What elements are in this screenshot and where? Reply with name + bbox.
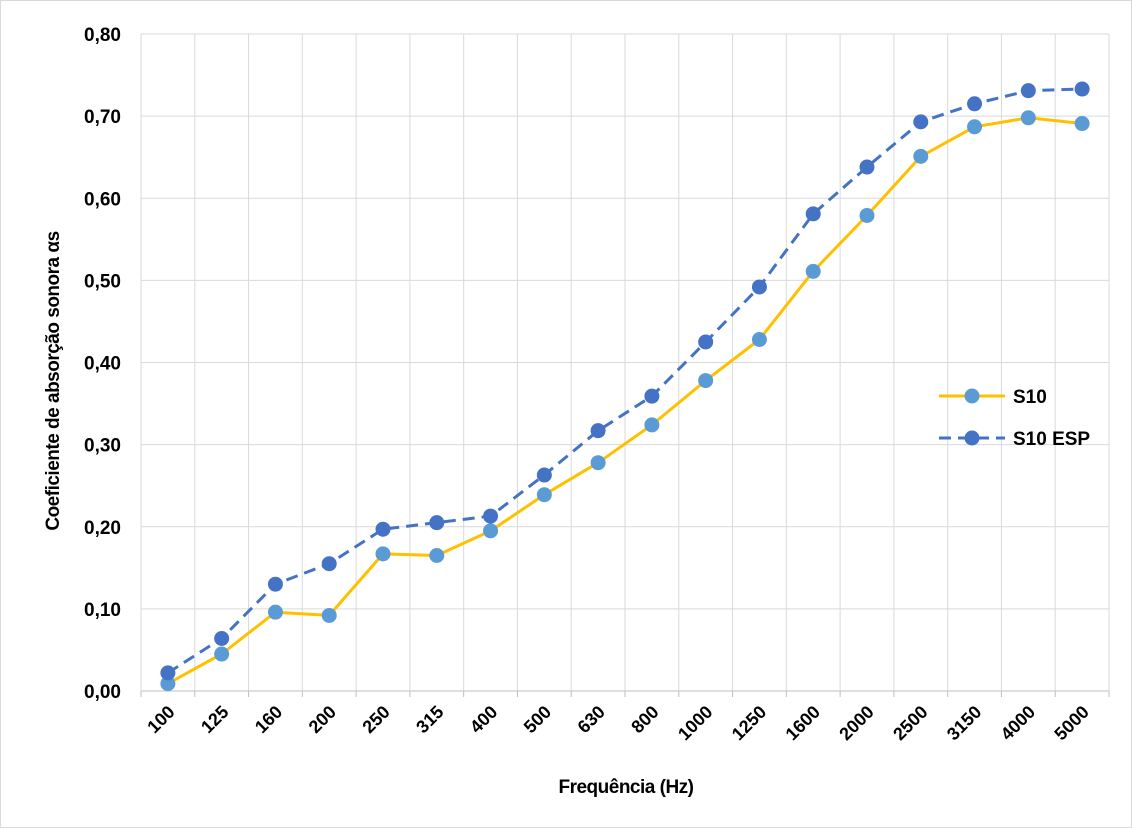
series-line — [167, 87, 1083, 675]
x-tick-label: 2500 — [889, 702, 931, 744]
y-axis-ticks: 0,00 0,10 0,20 0,30 0,40 0,50 0,60 0,70 0,80 — [84, 25, 121, 703]
y-tick-label: 0,20 — [84, 518, 121, 539]
data-point — [859, 159, 875, 175]
x-tick-label: 315 — [412, 702, 447, 737]
grid-lines — [140, 33, 1110, 697]
y-tick-label: 0,30 — [84, 436, 121, 457]
x-axis-ticks: 100 125 160 200 250 315 400 500 630 800 1000 1250 16… — [143, 702, 1093, 744]
x-tick-label: 250 — [358, 702, 393, 737]
x-tick-label: 5000 — [1050, 702, 1092, 744]
data-point — [1074, 81, 1090, 97]
data-point — [267, 576, 283, 592]
data-point — [1020, 83, 1036, 99]
data-point — [805, 206, 821, 222]
data-point — [375, 546, 391, 562]
data-point — [967, 96, 983, 112]
y-tick-label: 0,80 — [84, 25, 121, 46]
y-axis-title: Coeficiente de absorção sonora αs — [43, 231, 64, 530]
data-point — [375, 521, 391, 537]
data-point — [483, 523, 499, 539]
x-axis-title: Frequência (Hz) — [558, 777, 693, 798]
x-tick-label: 160 — [251, 702, 286, 737]
y-tick-label: 0,00 — [84, 682, 121, 703]
data-point — [805, 263, 821, 279]
series-layer — [160, 81, 1090, 692]
legend-item: S10 ESP — [939, 429, 1090, 450]
x-tick-label: 800 — [627, 702, 662, 737]
data-point — [751, 332, 767, 348]
data-point — [214, 646, 230, 662]
data-point — [644, 388, 660, 404]
legend: S10 S10 ESP — [939, 387, 1090, 450]
data-point — [536, 487, 552, 503]
legend-item: S10 — [939, 387, 1047, 408]
data-point — [160, 665, 176, 681]
data-point — [913, 114, 929, 130]
data-point — [590, 423, 606, 439]
data-point — [590, 455, 606, 471]
series-s10-esp — [160, 81, 1090, 681]
x-tick-label: 2000 — [835, 702, 877, 744]
x-tick-label: 500 — [520, 702, 555, 737]
data-point — [214, 630, 230, 646]
x-tick-label: 1000 — [674, 702, 716, 744]
data-point — [913, 148, 929, 164]
data-point — [1074, 116, 1090, 132]
x-tick-label: 3150 — [943, 702, 985, 744]
legend-marker — [964, 388, 980, 404]
x-tick-label: 1600 — [782, 702, 824, 744]
y-tick-label: 0,50 — [84, 271, 121, 292]
data-point — [483, 508, 499, 524]
data-point — [751, 279, 767, 295]
series-s10 — [160, 110, 1090, 692]
x-tick-label: 125 — [197, 702, 232, 737]
y-tick-label: 0,10 — [84, 600, 121, 621]
x-tick-label: 200 — [305, 702, 340, 737]
data-point — [429, 547, 445, 563]
legend-label: S10 ESP — [1013, 429, 1090, 450]
legend-label: S10 — [1013, 387, 1047, 408]
data-point — [1020, 110, 1036, 126]
data-point — [160, 676, 176, 692]
data-point — [859, 207, 875, 223]
data-point — [967, 119, 983, 135]
data-point — [536, 467, 552, 483]
data-point — [698, 373, 714, 389]
data-point — [698, 334, 714, 350]
x-tick-label: 1250 — [728, 702, 770, 744]
series-line — [167, 116, 1083, 685]
x-tick-label: 630 — [574, 702, 609, 737]
data-point — [644, 417, 660, 433]
legend-marker — [964, 430, 980, 446]
x-tick-label: 400 — [466, 702, 501, 737]
y-tick-label: 0,60 — [84, 189, 121, 210]
y-tick-label: 0,40 — [84, 354, 121, 375]
data-point — [267, 604, 283, 620]
data-point — [321, 556, 337, 572]
data-point — [321, 607, 337, 623]
x-tick-label: 100 — [143, 702, 178, 737]
x-tick-label: 4000 — [997, 702, 1039, 744]
y-tick-label: 0,70 — [84, 107, 121, 128]
data-point — [429, 515, 445, 531]
